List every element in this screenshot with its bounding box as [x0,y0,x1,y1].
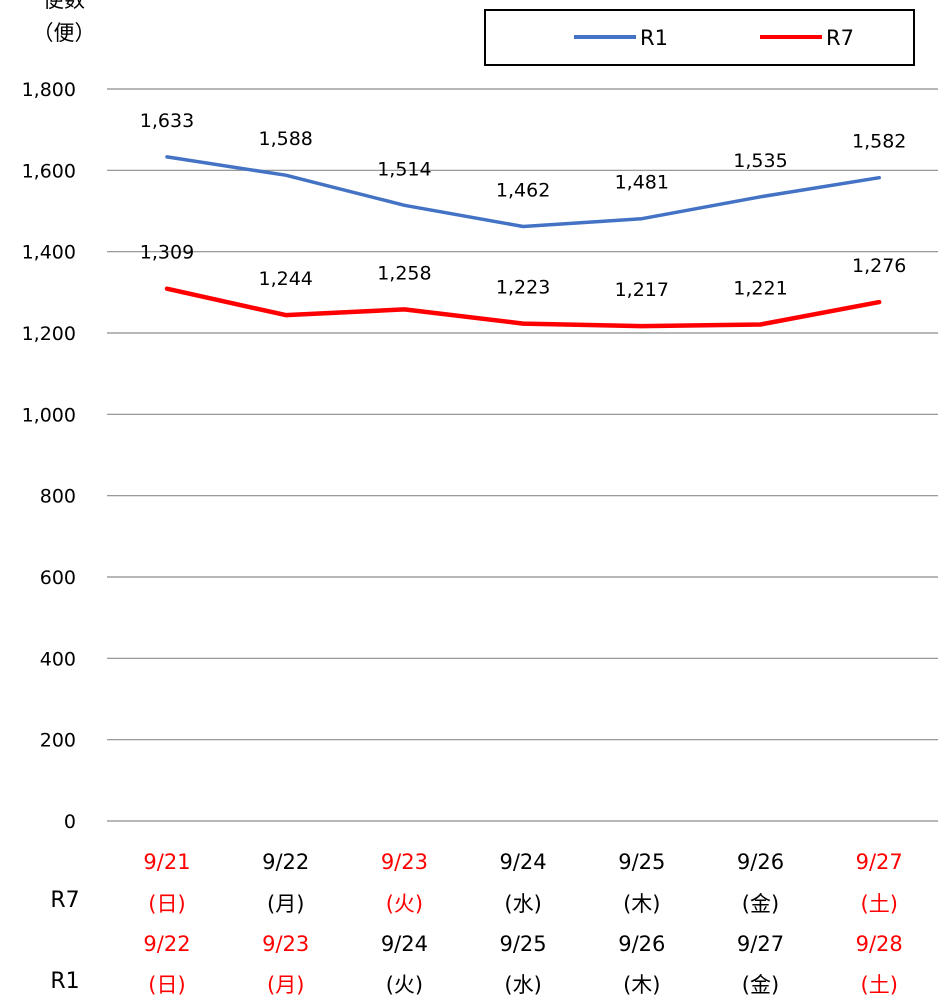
x-category-day-r1: (月) [267,973,304,997]
x-category-day-r1: (木) [623,973,660,997]
x-category-day-r1: (金) [742,973,779,997]
y-axis-label-line1: 便数 [43,0,85,12]
data-labels: 1,633 1,588 1,514 1,462 1,481 1,535 1,582 1,309… [140,110,907,301]
data-label-r7: 1,244 [258,268,312,290]
data-label-r7: 1,221 [733,277,787,299]
legend: R1 R7 [484,9,915,66]
x-category-date-r1: 9/28 [856,932,903,956]
x-category-date-r7: 9/24 [500,850,547,874]
x-category-day-r1: (火) [386,973,423,997]
x-axis-categories: 9/21 (日) 9/22 (月) 9/23 (火) 9/24 (水) 9/25 (木) 9/26 (… [143,850,902,997]
y-tick-label: 1,400 [22,242,76,264]
legend-box [484,9,915,66]
y-axis-ticks: 0 200 400 600 800 1,000 1,200 1,400 1,600 1,800 [22,79,76,833]
y-axis-label-line2: （便） [33,21,96,45]
x-category-day-r7: (土) [861,892,898,916]
y-tick-label: 600 [40,567,76,589]
x-category-date-r1: 9/24 [381,932,428,956]
data-label-r7: 1,223 [496,277,550,299]
data-label-r1: 1,514 [377,158,431,180]
y-tick-label: 800 [40,486,76,508]
x-category-date-r1: 9/26 [618,932,665,956]
x-category-date-r1: 9/27 [737,932,784,956]
legend-label-r7: R7 [826,26,854,50]
x-axis-row-labels: R7 R1 [50,888,79,994]
x-category-date-r7: 9/27 [856,850,903,874]
x-category-day-r7: (日) [148,892,185,916]
data-label-r1: 1,582 [852,131,906,153]
x-category-date-r7: 9/26 [737,850,784,874]
series-line-r1 [165,155,881,229]
y-tick-label: 0 [64,811,76,833]
x-category-date-r7: 9/23 [381,850,428,874]
data-label-r1: 1,462 [496,179,550,201]
x-category-day-r1: (土) [861,973,898,997]
y-tick-label: 1,800 [22,79,76,101]
x-category-date-r7: 9/21 [143,850,190,874]
legend-label-r1: R1 [640,26,668,50]
x-category-day-r7: (水) [504,892,541,916]
data-label-r1: 1,633 [140,110,194,132]
row-label-r7: R7 [50,888,79,913]
x-category-day-r1: (水) [504,973,541,997]
y-tick-label: 400 [40,648,76,670]
y-axis-label: 便数 （便） [33,0,96,45]
y-tick-label: 200 [40,730,76,752]
y-tick-label: 1,600 [22,160,76,182]
gridlines [107,88,938,822]
x-category-date-r1: 9/25 [500,932,547,956]
x-category-date-r1: 9/22 [143,932,190,956]
y-tick-label: 1,000 [22,404,76,426]
x-category-day-r7: (月) [267,892,304,916]
data-label-r7: 1,217 [615,279,669,301]
x-category-day-r7: (金) [742,892,779,916]
data-label-r7: 1,309 [140,242,194,264]
data-label-r1: 1,535 [733,150,787,172]
series-line-r7 [164,286,882,329]
data-label-r7: 1,276 [852,255,906,277]
series-lines [164,155,882,329]
x-category-day-r1: (日) [148,973,185,997]
data-label-r1: 1,588 [258,128,312,150]
data-label-r7: 1,258 [377,262,431,284]
data-label-r1: 1,481 [615,172,669,194]
x-category-date-r7: 9/25 [618,850,665,874]
y-tick-label: 1,200 [22,323,76,345]
x-category-date-r1: 9/23 [262,932,309,956]
x-category-day-r7: (火) [386,892,423,916]
x-category-date-r7: 9/22 [262,850,309,874]
x-category-day-r7: (木) [623,892,660,916]
row-label-r1: R1 [50,969,79,994]
